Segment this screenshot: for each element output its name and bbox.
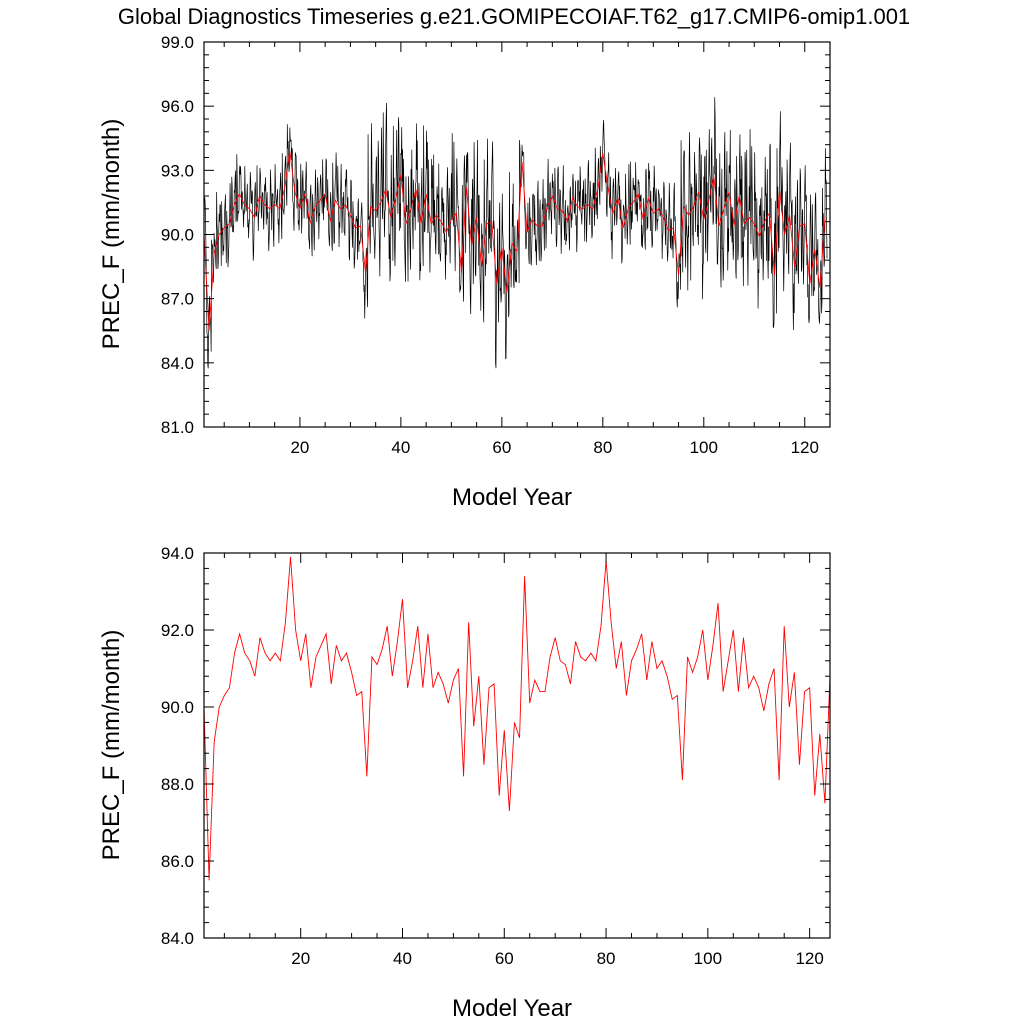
top-series-monthly — [204, 97, 828, 369]
chart-title: Global Diagnostics Timeseries g.e21.GOMI… — [118, 4, 910, 29]
bottom-panel: 20 40 60 80 100 120 84.0 86.0 88.0 90.0 92.0 94.0 M… — [98, 544, 831, 1022]
top-x-tick-label: 20 — [290, 438, 309, 457]
top-y-tick-label: 81.0 — [161, 418, 194, 437]
top-y-axis-label: PREC_F (mm/month) — [98, 119, 125, 350]
bottom-plot-frame — [203, 552, 831, 939]
top-x-tick-label: 120 — [791, 438, 819, 457]
bottom-x-axis-label: Model Year — [452, 995, 572, 1022]
top-y-tick-label: 87.0 — [161, 290, 194, 309]
bottom-y-axis-label: PREC_F (mm/month) — [98, 630, 125, 861]
top-x-tick-label: 40 — [391, 438, 410, 457]
top-x-tick-label: 80 — [593, 438, 612, 457]
bottom-y-tick-label: 94.0 — [161, 544, 194, 563]
top-x-tick-label: 60 — [492, 438, 511, 457]
top-panel: 20 40 60 80 100 120 81.0 84.0 87.0 90.0 93.0 96.0 99… — [98, 33, 831, 511]
bottom-y-tick-label: 86.0 — [161, 852, 194, 871]
bottom-x-tick-label: 80 — [597, 949, 616, 968]
bottom-x-tick-label: 60 — [495, 949, 514, 968]
bottom-plot-area — [204, 556, 830, 881]
top-series-annual — [204, 151, 826, 331]
bottom-y-tick-label: 84.0 — [161, 929, 194, 948]
top-plot-area — [204, 97, 828, 369]
bottom-series-annual — [204, 556, 830, 881]
top-y-tick-label: 99.0 — [161, 33, 194, 52]
top-x-tick-label: 100 — [690, 438, 718, 457]
top-y-tick-label: 84.0 — [161, 354, 194, 373]
bottom-y-tick-label: 88.0 — [161, 775, 194, 794]
bottom-x-tick-label: 40 — [393, 949, 412, 968]
bottom-x-tick-label: 120 — [795, 949, 823, 968]
bottom-axis-ticks: 20 40 60 80 100 120 84.0 86.0 88.0 90.0 92.0 94.0 — [161, 544, 830, 968]
top-y-tick-label: 96.0 — [161, 97, 194, 116]
top-x-axis-label: Model Year — [452, 484, 572, 511]
top-y-tick-label: 93.0 — [161, 161, 194, 180]
bottom-y-tick-label: 92.0 — [161, 621, 194, 640]
top-axis-ticks: 20 40 60 80 100 120 81.0 84.0 87.0 90.0 93.0 96.0 99… — [161, 33, 831, 457]
top-y-tick-label: 90.0 — [161, 226, 194, 245]
bottom-x-tick-label: 20 — [291, 949, 310, 968]
bottom-x-tick-label: 100 — [694, 949, 722, 968]
bottom-y-tick-label: 90.0 — [161, 698, 194, 717]
